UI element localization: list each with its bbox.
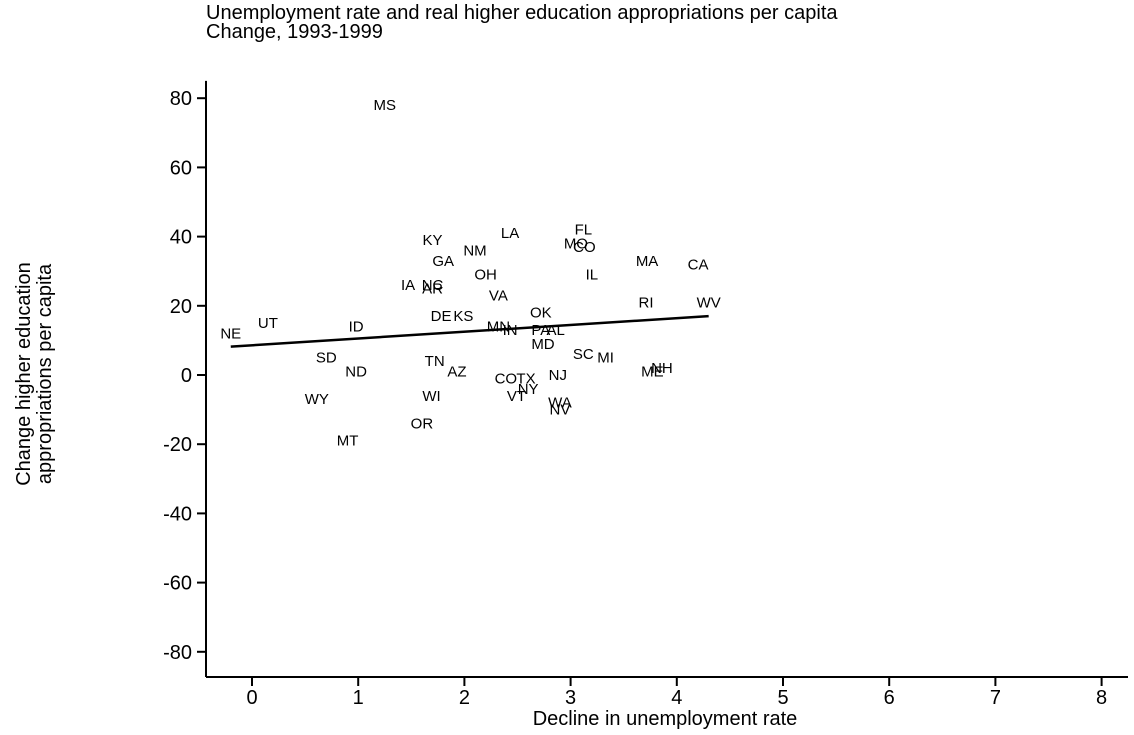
point-label-nc: NC (422, 277, 444, 294)
point-label-de: DE (431, 308, 452, 325)
x-tick-label: 1 (353, 687, 364, 709)
x-tick-label: 4 (671, 687, 682, 709)
point-label-nd: ND (345, 364, 367, 381)
point-label-vt: VT (507, 388, 526, 405)
y-tick-label: -20 (163, 434, 192, 456)
point-label-mt: MT (337, 433, 359, 450)
point-label-nj: NJ (549, 367, 567, 384)
x-axis-label: Decline in unemployment rate (532, 708, 798, 730)
point-label-la: LA (501, 225, 519, 242)
point-label-or: OR (411, 415, 434, 432)
point-label-id: ID (349, 319, 364, 336)
x-tick-label: 0 (246, 687, 257, 709)
point-label-in: IN (503, 322, 518, 339)
point-label-az: AZ (447, 364, 466, 381)
point-label-ky: KY (423, 232, 443, 249)
point-label-mo: MO (564, 236, 588, 253)
point-label-pa: PA (531, 322, 550, 339)
y-tick-label: -80 (163, 642, 192, 664)
point-label-ut: UT (258, 315, 278, 332)
x-tick-label: 5 (777, 687, 788, 709)
point-label-ca: CA (688, 256, 709, 273)
point-label-ga: GA (432, 253, 454, 270)
y-axis-label-line-1: Change higher education (13, 262, 35, 486)
point-label-me: ME (641, 364, 664, 381)
x-tick-label: 6 (884, 687, 895, 709)
point-label-ok: OK (530, 305, 552, 322)
point-label-nh: NH (651, 360, 673, 377)
y-tick-label: 60 (170, 157, 192, 179)
fit-line (230, 314, 709, 348)
x-tick-label: 2 (459, 687, 470, 709)
point-label-wa: WA (548, 395, 572, 412)
point-label-wi: WI (422, 388, 440, 405)
point-label-fl: FL (575, 222, 593, 239)
x-tick-label: 3 (565, 687, 576, 709)
chart-title: Unemployment rate and real higher educat… (206, 2, 838, 24)
y-tick-label: 20 (170, 296, 192, 318)
point-label-il: IL (586, 267, 599, 284)
y-axis-label: Change higher education appropriations p… (13, 262, 56, 486)
y-tick-label: 0 (181, 365, 192, 387)
point-label-ia: IA (401, 277, 415, 294)
point-label-sd: SD (316, 350, 337, 367)
y-axis-label-line-2: appropriations per capita (34, 263, 56, 485)
point-label-ne: NE (220, 325, 241, 342)
point-label-co: CO (495, 370, 518, 387)
point-label-va: VA (489, 287, 508, 304)
y-tick-label: -40 (163, 503, 192, 525)
point-label-wy: WY (305, 391, 329, 408)
point-label-wv: WV (697, 294, 721, 311)
point-label-ms: MS (374, 97, 397, 114)
y-tick-label: -60 (163, 573, 192, 595)
point-label-ri: RI (639, 294, 654, 311)
point-label-nv: NV (550, 402, 571, 419)
point-label-co: CO (573, 239, 596, 256)
point-label-ar: AR (422, 281, 443, 298)
point-label-oh: OH (474, 267, 497, 284)
y-tick-label: 40 (170, 227, 192, 249)
point-label-ma: MA (636, 253, 659, 270)
point-label-md: MD (531, 336, 554, 353)
y-tick-label: 80 (170, 88, 192, 110)
point-label-mi: MI (597, 350, 614, 367)
point-label-sc: SC (573, 346, 594, 363)
chart-subtitle: Change, 1993-1999 (206, 21, 383, 43)
point-label-al: AL (547, 322, 565, 339)
x-tick-label: 8 (1096, 687, 1107, 709)
point-label-nm: NM (463, 242, 486, 259)
point-label-tx: TX (516, 370, 535, 387)
point-label-ny: NY (518, 381, 539, 398)
point-label-mn: MN (487, 319, 510, 336)
point-label-tn: TN (425, 353, 445, 370)
axes: 80 60 40 20 0 -20 -40 -60 -80 0 1 2 3 4 5 6 7 8 (163, 80, 1128, 709)
fit-line-group (230, 314, 709, 348)
point-label-ks: KS (453, 308, 473, 325)
x-tick-label: 7 (990, 687, 1001, 709)
